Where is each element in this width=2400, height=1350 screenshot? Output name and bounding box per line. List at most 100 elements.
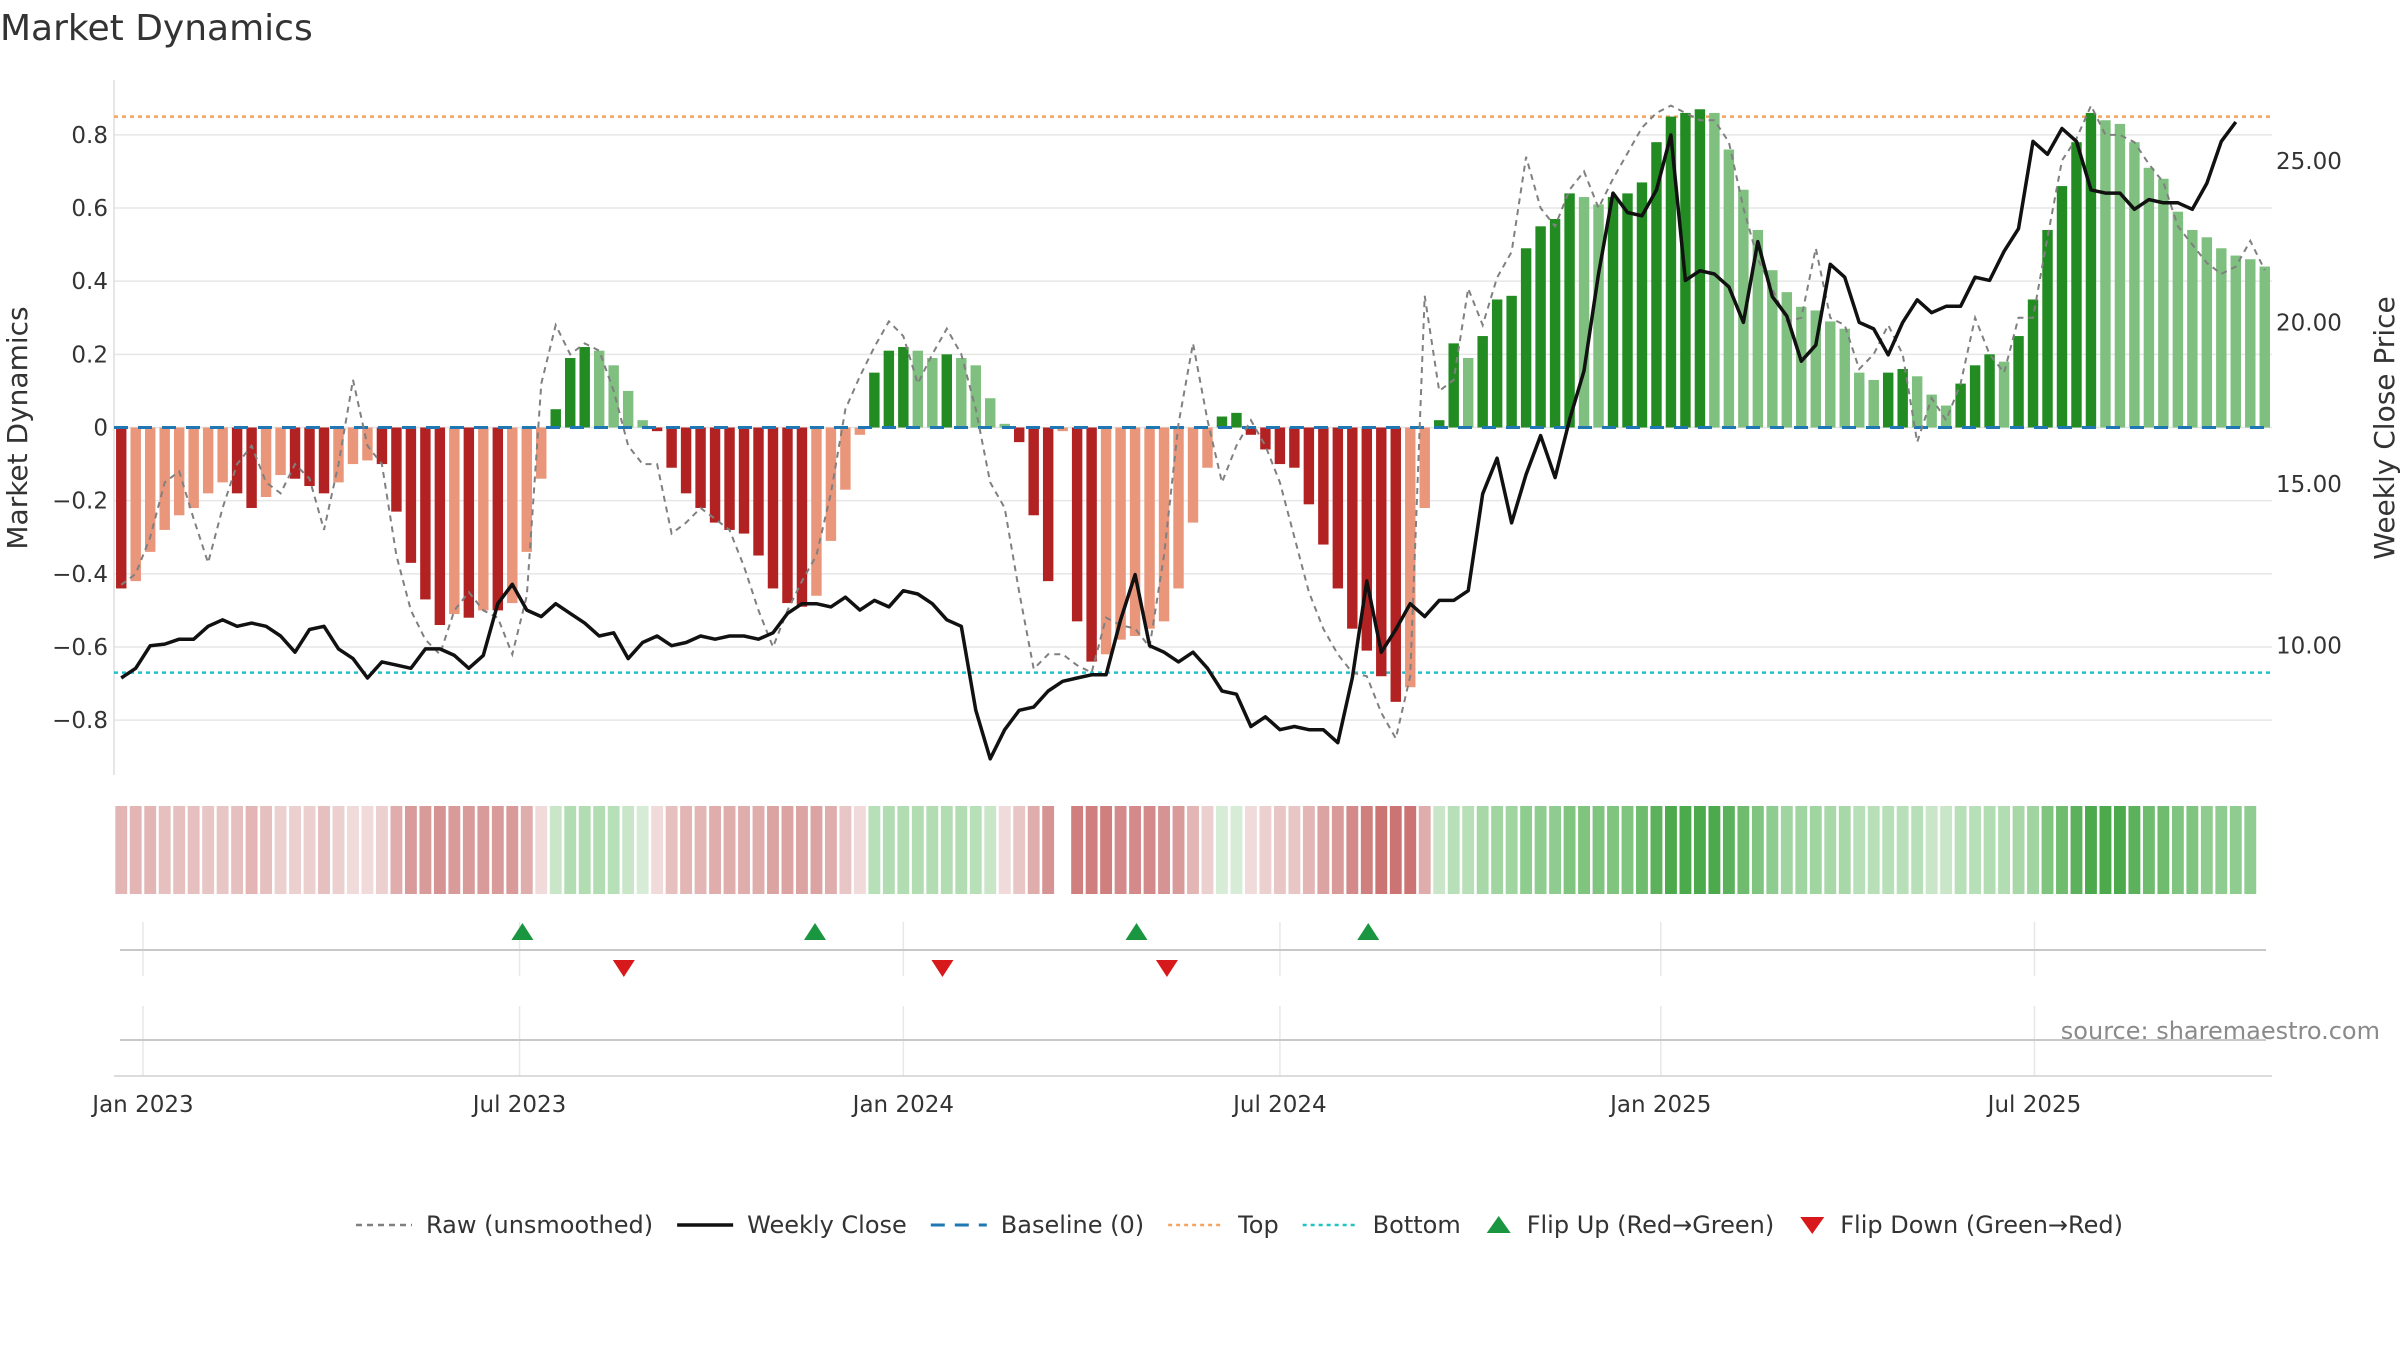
dynamics-bar — [680, 427, 692, 494]
dynamics-bar — [2114, 123, 2126, 428]
y-tick-label-right: 20.00 — [2276, 310, 2342, 336]
dynamics-bar — [753, 427, 764, 556]
zone-cell — [622, 806, 635, 894]
y-tick-label-right: 10.00 — [2276, 634, 2342, 660]
dynamics-bar — [869, 372, 880, 428]
dynamics-bar — [1071, 427, 1083, 622]
legend-item-bottom: Bottom — [1302, 1211, 1461, 1239]
dynamics-bar — [2071, 142, 2082, 428]
zone-cell — [1867, 806, 1880, 894]
dynamics-bar — [1245, 427, 1257, 435]
y-axis-label-right: Weekly Close Price — [2368, 296, 2400, 559]
dynamics-bar — [695, 427, 706, 508]
zone-cell — [665, 806, 678, 894]
zone-cell — [2027, 806, 2039, 894]
legend-marker — [1486, 1216, 1511, 1233]
zone-cell — [723, 806, 736, 894]
dynamics-bar — [1347, 427, 1358, 629]
dynamics-bar — [666, 427, 677, 468]
zone-cell — [1824, 806, 1837, 894]
zone-cell — [1795, 806, 1808, 894]
legend: Raw (unsmoothed) Weekly Close Baseline (0)… — [356, 1211, 2123, 1239]
dynamics-bar — [333, 427, 344, 483]
zone-cell — [1172, 806, 1185, 894]
zone-cell — [1925, 806, 1938, 894]
dynamics-bar — [637, 420, 648, 428]
dynamics-bar — [1796, 306, 1807, 428]
zone-cell — [1911, 806, 1924, 894]
x-tick-label: Jul 2025 — [1986, 1092, 2082, 1118]
zone-cell — [1679, 806, 1692, 894]
legend-item-top: Top — [1168, 1211, 1279, 1239]
dynamics-bar — [622, 390, 634, 428]
dynamics-bar — [1564, 193, 1575, 428]
dynamics-bar — [724, 427, 735, 530]
zone-cell — [1520, 806, 1533, 894]
zone-cell — [2229, 806, 2242, 894]
dynamics-bar — [1434, 420, 1445, 428]
zone-cell — [1636, 806, 1648, 894]
dynamics-bar — [202, 427, 214, 494]
zone-cell — [2128, 806, 2141, 894]
legend-label: Raw (unsmoothed) — [426, 1211, 653, 1239]
dynamics-bar — [1405, 427, 1416, 688]
source-credit: source: sharemaestro.com — [2061, 1017, 2380, 1045]
zone-cell — [882, 806, 895, 894]
zone-cell — [158, 806, 171, 894]
dynamics-bar — [1086, 427, 1097, 662]
dynamics-bar — [1984, 354, 1995, 428]
dynamics-bar — [1013, 427, 1025, 443]
dynamics-bar — [1709, 112, 1720, 428]
zone-cell — [260, 806, 273, 894]
zone-cell — [1650, 806, 1663, 894]
dynamics-bar — [2129, 142, 2140, 428]
dynamics-bar — [1998, 361, 2010, 428]
zone-cell — [318, 806, 330, 894]
dynamics-bar — [1144, 427, 1155, 629]
dynamics-bar — [999, 423, 1010, 428]
zone-cell — [1360, 806, 1373, 894]
dynamics-bar — [1419, 427, 1430, 508]
dynamics-bar — [2143, 167, 2155, 428]
zone-cell — [1187, 806, 1199, 894]
dynamics-bar — [188, 427, 199, 508]
zone-cell — [462, 806, 475, 894]
dynamics-bar — [2230, 255, 2242, 428]
dynamics-bar — [1129, 427, 1141, 636]
zone-cell — [680, 806, 693, 894]
zone-cell — [1129, 806, 1142, 894]
legend-item-flip_down: Flip Down (Green→Red) — [1800, 1211, 2123, 1239]
zone-cell — [1491, 806, 1504, 894]
raw-line — [120, 103, 2266, 742]
dynamics-bar — [1969, 365, 1981, 428]
dynamics-bar — [231, 427, 243, 494]
zone-cell — [173, 806, 186, 894]
zone-cell — [549, 806, 562, 894]
zone-cell — [984, 806, 997, 894]
zone-cell — [636, 806, 649, 894]
legend-label: Baseline (0) — [1001, 1211, 1144, 1239]
flip-down-marker — [612, 960, 635, 977]
zone-cell — [2099, 806, 2112, 894]
zone-cell — [1809, 806, 1822, 894]
zone-cell — [767, 806, 779, 894]
zone-cell — [969, 806, 982, 894]
zone-cell — [564, 806, 577, 894]
flip-down-marker — [1155, 960, 1178, 977]
dynamics-bar — [1390, 427, 1401, 702]
zone-cell — [1940, 806, 1953, 894]
dynamics-bar — [1158, 427, 1170, 622]
dynamics-bar — [507, 427, 518, 604]
legend-item-baseline: Baseline (0) — [930, 1211, 1144, 1239]
zone-cell — [810, 806, 823, 894]
dynamics-bar — [130, 427, 141, 582]
dynamics-bar — [1057, 427, 1068, 432]
x-tick-label: Jan 2025 — [1608, 1092, 1711, 1118]
zone-cell — [1331, 806, 1344, 894]
zone-cell — [1853, 806, 1866, 894]
dynamics-bar — [1115, 427, 1126, 640]
x-tick-label: Jul 2024 — [1231, 1092, 1327, 1118]
dynamics-bar — [1651, 142, 1662, 428]
dynamics-bar — [1491, 299, 1503, 428]
